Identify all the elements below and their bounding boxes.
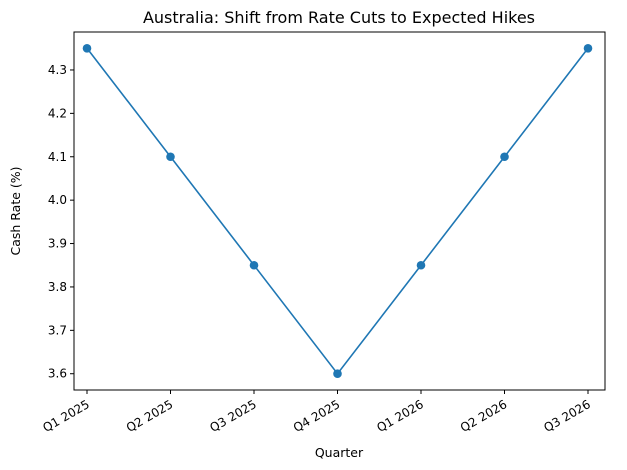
y-tick-label: 4.3 bbox=[48, 63, 67, 77]
x-tick-label: Q3 2025 bbox=[207, 397, 259, 435]
data-point bbox=[333, 369, 342, 379]
x-tick-label: Q2 2026 bbox=[458, 397, 510, 435]
x-tick-label: Q2 2025 bbox=[124, 397, 176, 435]
chart-title: Australia: Shift from Rate Cuts to Expec… bbox=[143, 8, 535, 27]
x-axis: Q1 2025 Q2 2025 Q3 2025 Q4 2025 Q1 2026 Q2 20… bbox=[40, 390, 593, 435]
data-point bbox=[166, 152, 175, 162]
y-tick-label: 3.7 bbox=[48, 323, 67, 337]
plot-frame bbox=[73, 31, 606, 391]
y-tick-label: 3.6 bbox=[48, 367, 67, 381]
x-tick-label: Q1 2026 bbox=[374, 397, 426, 435]
y-tick-label: 4.1 bbox=[48, 150, 67, 164]
x-tick-label: Q3 2026 bbox=[541, 397, 593, 435]
data-point bbox=[249, 260, 259, 270]
y-axis-label: Cash Rate (%) bbox=[8, 166, 23, 255]
data-point bbox=[416, 260, 426, 270]
x-tick-label: Q1 2025 bbox=[40, 397, 92, 435]
y-tick-label: 3.9 bbox=[48, 237, 67, 251]
y-tick-label: 4.0 bbox=[48, 193, 67, 207]
data-point bbox=[583, 43, 593, 53]
y-tick-label: 4.2 bbox=[48, 106, 67, 120]
data-point bbox=[82, 43, 92, 53]
x-axis-label: Quarter bbox=[315, 445, 364, 460]
plot-area bbox=[73, 31, 606, 391]
series-layer bbox=[82, 43, 593, 379]
series-line bbox=[86, 47, 589, 376]
y-tick-label: 3.8 bbox=[48, 280, 67, 294]
y-axis: 3.6 3.7 3.8 3.9 4.0 4.1 4.2 4.3 bbox=[48, 63, 74, 381]
data-point bbox=[500, 152, 509, 162]
x-tick-label: Q4 2025 bbox=[291, 397, 343, 435]
